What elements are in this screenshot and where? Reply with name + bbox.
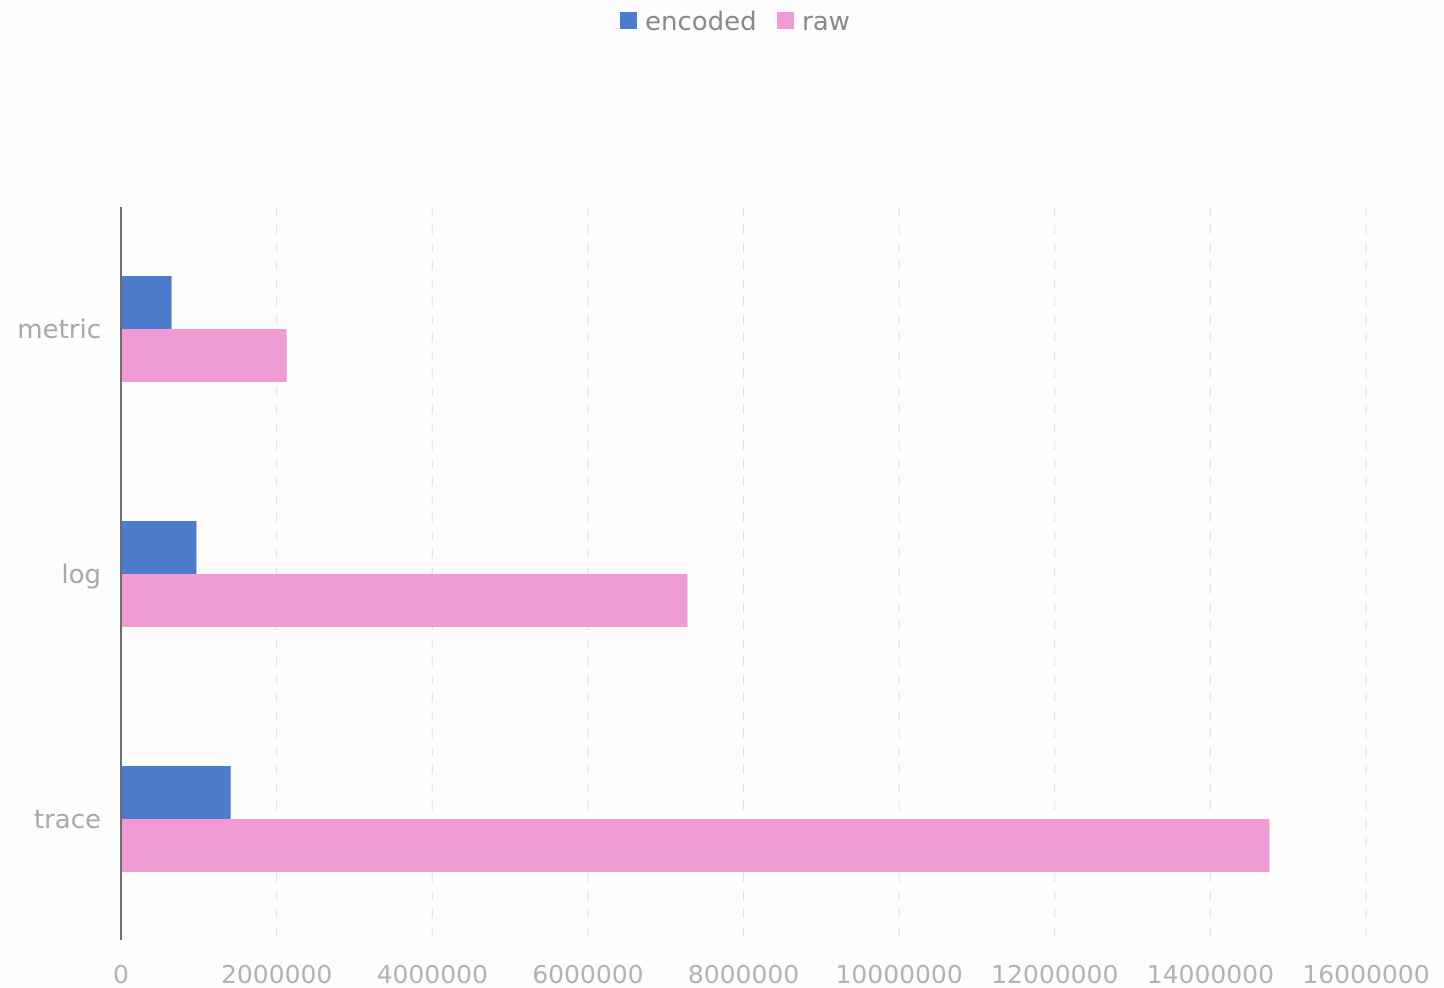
bars: [121, 276, 1270, 872]
y-tick-label-log: log: [61, 560, 101, 590]
bar-encoded-metric: [121, 276, 172, 329]
x-tick-label-5: 10000000: [836, 960, 963, 988]
y-tick-label-trace: trace: [34, 805, 101, 835]
bar-raw-metric: [121, 329, 287, 382]
axis-labels: metric log trace 0 2000000 4000000 6000000 8000…: [17, 315, 1429, 988]
x-tick-label-7: 14000000: [1147, 960, 1274, 988]
legend-label-encoded: encoded: [645, 7, 757, 37]
bar-raw-trace: [121, 819, 1270, 872]
x-tick-label-6: 12000000: [991, 960, 1118, 988]
x-tick-label-8: 16000000: [1302, 960, 1429, 988]
x-tick-label-1: 2000000: [221, 960, 332, 988]
legend: encoded raw: [620, 7, 850, 37]
legend-swatch-raw: [777, 12, 794, 29]
legend-label-raw: raw: [802, 7, 850, 37]
legend-swatch-encoded: [620, 12, 637, 29]
bar-encoded-log: [121, 521, 197, 574]
x-tick-label-3: 6000000: [532, 960, 643, 988]
x-tick-label-0: 0: [113, 960, 129, 988]
bar-encoded-trace: [121, 766, 231, 819]
grid-lines: [276, 207, 1367, 940]
x-tick-label-4: 8000000: [688, 960, 799, 988]
bar-raw-log: [121, 574, 688, 627]
x-tick-label-2: 4000000: [377, 960, 488, 988]
y-tick-label-metric: metric: [17, 315, 101, 345]
